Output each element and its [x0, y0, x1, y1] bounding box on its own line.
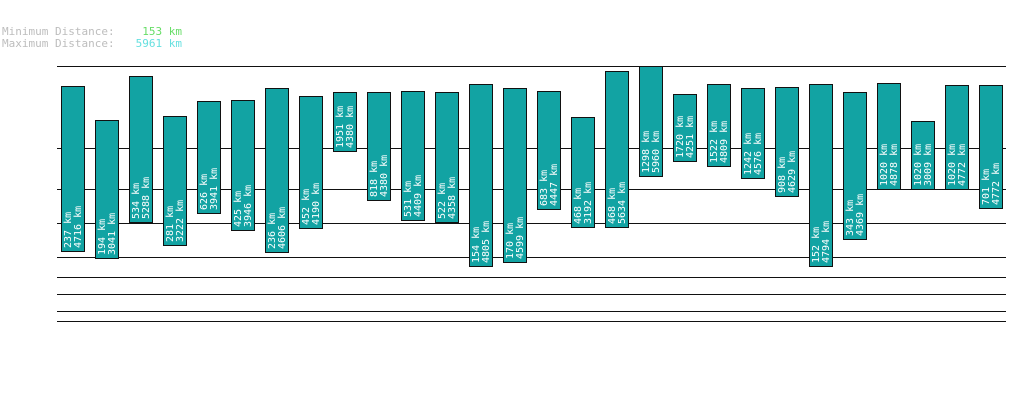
- bar-13-low-label: 154 km: [471, 227, 482, 263]
- bar-19-high-label: 4251 km: [685, 116, 696, 158]
- legend-max-row: Maximum Distance: 5961 km: [2, 38, 182, 50]
- bar-3-low-label: 534 km: [131, 183, 142, 219]
- bar-26: [911, 121, 935, 190]
- bar-22-high-label: 4629 km: [787, 151, 798, 193]
- bar-14-low-label: 170 km: [505, 223, 516, 259]
- max-distance-value: 5961 km: [135, 37, 182, 50]
- bar-12-low-label: 522 km: [437, 183, 448, 219]
- bar-4: [163, 116, 187, 246]
- bar-16-high-label: 3192 km: [583, 182, 594, 224]
- bar-3: [129, 76, 153, 223]
- bar-9-low-label: 1951 km: [335, 106, 346, 148]
- bar-24-high-label: 4369 km: [855, 194, 866, 236]
- bar-8: [299, 96, 323, 229]
- bar-1-low-label: 237 km: [63, 212, 74, 248]
- bar-22-low-label: 908 km: [777, 157, 788, 193]
- bar-11-low-label: 531 km: [403, 181, 414, 217]
- bar-21-high-label: 4576 km: [753, 133, 764, 175]
- bar-25: [877, 83, 901, 190]
- bar-4-low-label: 281 km: [165, 206, 176, 242]
- bar-28-high-label: 4772 km: [991, 163, 1002, 205]
- bar-23-low-label: 152 km: [811, 227, 822, 263]
- bar-8-high-label: 4190 km: [311, 183, 322, 225]
- bar-23: [809, 84, 833, 267]
- bar-5-high-label: 3941 km: [209, 168, 220, 210]
- bar-7-low-label: 236 km: [267, 213, 278, 249]
- bar-5: [197, 101, 221, 214]
- bar-21: [741, 88, 765, 179]
- bar-10-low-label: 818 km: [369, 161, 380, 197]
- bar-4-high-label: 3222 km: [175, 200, 186, 242]
- bar-12: [435, 92, 459, 223]
- grid-lines: [57, 66, 1006, 322]
- bar-13-high-label: 4805 km: [481, 221, 492, 263]
- bar-26-low-label: 1020 km: [913, 144, 924, 186]
- bar-13: [469, 84, 493, 267]
- bar-24: [843, 92, 867, 240]
- legend-min-row: Minimum Distance: 153 km: [2, 26, 182, 38]
- bar-11: [401, 91, 425, 221]
- bar-27: [945, 85, 969, 190]
- bar-28-low-label: 701 km: [981, 169, 992, 205]
- min-distance-label: Minimum Distance:: [2, 25, 115, 38]
- bar-15-low-label: 683 km: [539, 170, 550, 206]
- bar-15: [537, 91, 561, 210]
- bar-3-high-label: 5288 km: [141, 177, 152, 219]
- bar-8-low-label: 452 km: [301, 189, 312, 225]
- bar-18: [639, 66, 663, 177]
- min-distance-value: 153 km: [142, 25, 182, 38]
- bar-7: [265, 88, 289, 253]
- bar-18-low-label: 1298 km: [641, 131, 652, 173]
- bar-25-low-label: 1020 km: [879, 144, 890, 186]
- bar-24-low-label: 343 km: [845, 200, 856, 236]
- bar-17-low-label: 468 km: [607, 188, 618, 224]
- bar-14-high-label: 4599 km: [515, 217, 526, 259]
- bar-6-high-label: 3946 km: [243, 185, 254, 227]
- bar-2: [95, 120, 119, 259]
- bar-7-high-label: 4606 km: [277, 207, 288, 249]
- bars: 237 km 4716 km 194 km 3041 km 534 km 5288 km 2…: [61, 66, 1003, 267]
- bar-12-high-label: 4358 km: [447, 177, 458, 219]
- bar-9: [333, 92, 357, 152]
- bar-2-high-label: 3041 km: [107, 213, 118, 255]
- bar-25-high-label: 4878 km: [889, 144, 900, 186]
- bar-20: [707, 84, 731, 167]
- bar-5-low-label: 626 km: [199, 174, 210, 210]
- bar-27-low-label: 1020 km: [947, 144, 958, 186]
- bar-6-low-label: 425 km: [233, 191, 244, 227]
- legend: Minimum Distance: 153 km Maximum Distance…: [2, 26, 182, 50]
- bar-1-high-label: 4716 km: [73, 206, 84, 248]
- bar-18-high-label: 5960 km: [651, 131, 662, 173]
- bar-15-high-label: 4447 km: [549, 164, 560, 206]
- bar-17: [605, 71, 629, 228]
- bar-10-high-label: 4380 km: [379, 155, 390, 197]
- bar-20-low-label: 1522 km: [709, 121, 720, 163]
- bar-16-low-label: 468 km: [573, 188, 584, 224]
- bar-28: [979, 85, 1003, 209]
- bar-17-high-label: 5634 km: [617, 182, 628, 224]
- bar-1: [61, 86, 85, 252]
- bar-27-high-label: 4772 km: [957, 144, 968, 186]
- bar-16: [571, 117, 595, 228]
- bar-6: [231, 100, 255, 231]
- bar-21-low-label: 1242 km: [743, 133, 754, 175]
- bar-14: [503, 88, 527, 263]
- bar-23-high-label: 4794 km: [821, 221, 832, 263]
- bar-9-high-label: 4380 km: [345, 106, 356, 148]
- bar-2-low-label: 194 km: [97, 219, 108, 255]
- bar-22: [775, 87, 799, 197]
- max-distance-label: Maximum Distance:: [2, 37, 115, 50]
- bar-20-high-label: 4809 km: [719, 121, 730, 163]
- bar-10: [367, 92, 391, 201]
- bar-11-high-label: 4409 km: [413, 175, 424, 217]
- bar-26-high-label: 3009 km: [923, 144, 934, 186]
- bar-19-low-label: 1720 km: [675, 116, 686, 158]
- bar-19: [673, 94, 697, 162]
